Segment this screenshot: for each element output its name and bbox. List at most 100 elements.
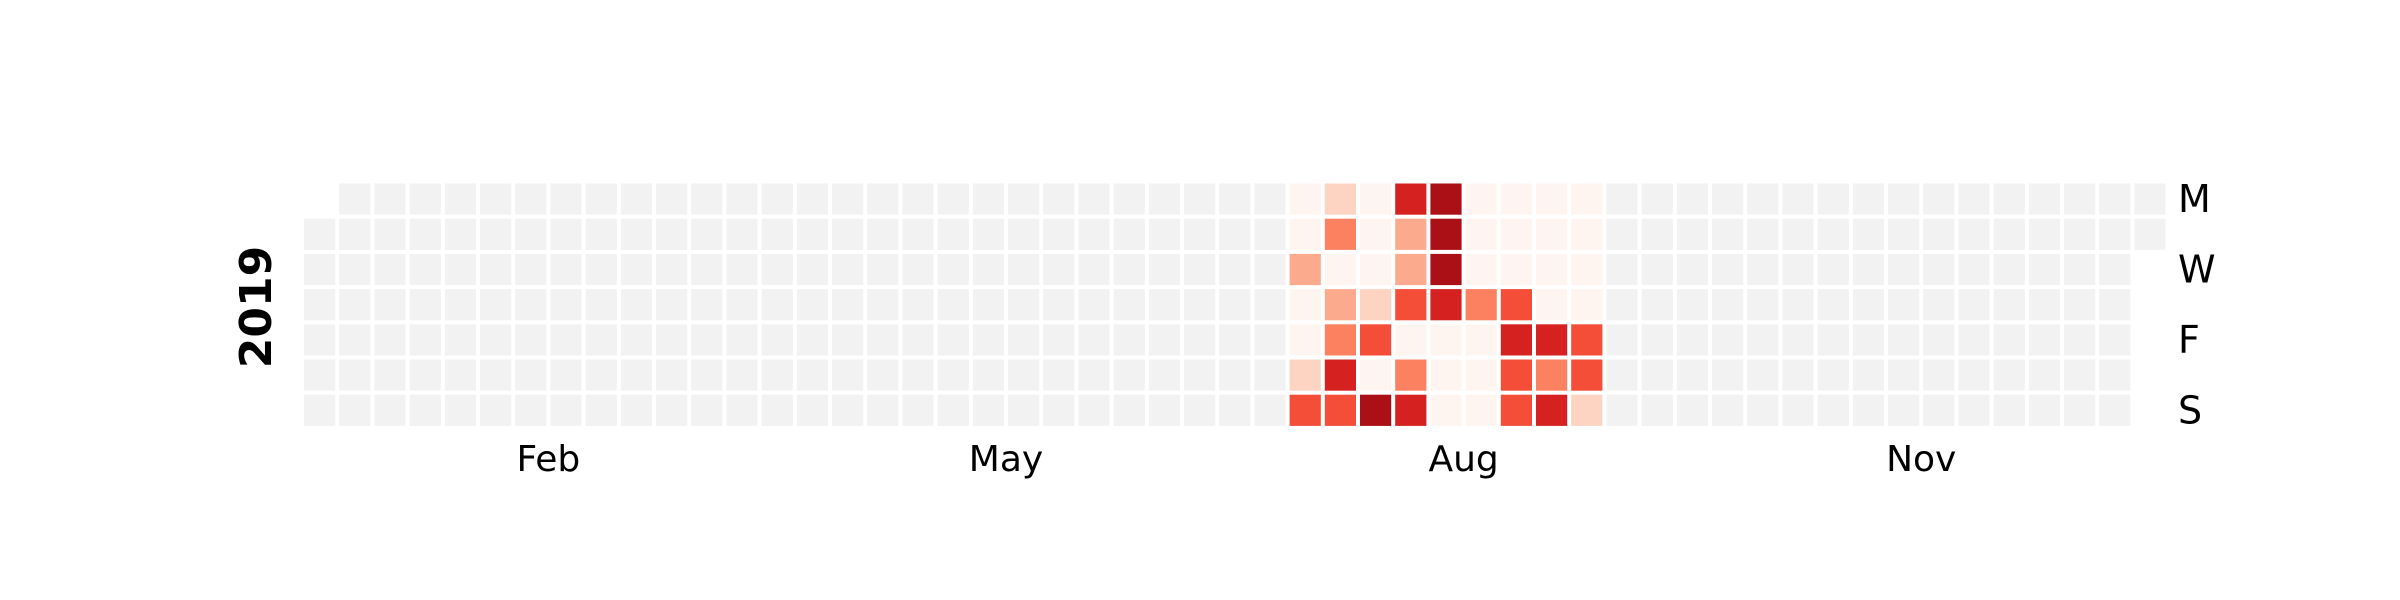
heatmap-cell bbox=[1923, 324, 1955, 356]
heatmap-cell bbox=[2028, 218, 2060, 250]
heatmap-cell bbox=[1078, 359, 1110, 391]
heatmap-cell bbox=[1747, 183, 1779, 215]
heatmap-cell bbox=[585, 218, 617, 250]
heatmap-cell bbox=[1078, 253, 1110, 286]
heatmap-cell bbox=[726, 289, 758, 321]
heatmap-cell bbox=[409, 253, 441, 286]
heatmap-cell bbox=[550, 253, 582, 286]
heatmap-cell bbox=[339, 183, 371, 215]
heatmap-cell bbox=[726, 183, 758, 215]
heatmap-cell bbox=[1923, 359, 1955, 391]
heatmap-cell bbox=[339, 218, 371, 250]
heatmap-cell bbox=[1606, 253, 1638, 286]
heatmap-cell bbox=[1430, 253, 1462, 286]
heatmap-cell bbox=[1078, 324, 1110, 356]
heatmap-cell bbox=[972, 324, 1004, 356]
heatmap-cell bbox=[304, 218, 336, 250]
heatmap-cell bbox=[867, 394, 899, 426]
heatmap-cell bbox=[550, 289, 582, 321]
heatmap-cell bbox=[937, 218, 969, 250]
heatmap-cell bbox=[374, 324, 406, 356]
heatmap-cell bbox=[1923, 218, 1955, 250]
heatmap-cell bbox=[1852, 359, 1884, 391]
heatmap-cell bbox=[937, 253, 969, 286]
heatmap-cell bbox=[1148, 324, 1180, 356]
heatmap-cell bbox=[1782, 359, 1814, 391]
heatmap-cell bbox=[1148, 183, 1180, 215]
heatmap-cell bbox=[796, 394, 828, 426]
heatmap-cell bbox=[2064, 289, 2096, 321]
heatmap-cell bbox=[1888, 394, 1920, 426]
heatmap-cell bbox=[1888, 324, 1920, 356]
heatmap-cell bbox=[1817, 324, 1849, 356]
heatmap-cell bbox=[937, 324, 969, 356]
heatmap-cell bbox=[1184, 324, 1216, 356]
heatmap-cell bbox=[1113, 359, 1145, 391]
heatmap-cell bbox=[550, 324, 582, 356]
heatmap-cell bbox=[1500, 359, 1532, 391]
weekday-label: S bbox=[2178, 388, 2202, 432]
heatmap-cell bbox=[832, 359, 864, 391]
heatmap-cell bbox=[480, 289, 512, 321]
heatmap-cell bbox=[1219, 289, 1251, 321]
weekday-label: M bbox=[2178, 177, 2211, 221]
heatmap-cell bbox=[374, 289, 406, 321]
heatmap-cell bbox=[832, 183, 864, 215]
heatmap-cell bbox=[1958, 253, 1990, 286]
heatmap-cell bbox=[304, 289, 336, 321]
month-label: Aug bbox=[1428, 439, 1498, 480]
heatmap-cell bbox=[691, 289, 723, 321]
heatmap-cell bbox=[1254, 289, 1286, 321]
heatmap-cell bbox=[726, 359, 758, 391]
heatmap-cell bbox=[480, 253, 512, 286]
heatmap-cell bbox=[761, 394, 793, 426]
heatmap-cell bbox=[761, 183, 793, 215]
heatmap-cell bbox=[1043, 289, 1075, 321]
heatmap-cell bbox=[726, 394, 758, 426]
heatmap-cell bbox=[1254, 183, 1286, 215]
heatmap-cell bbox=[1184, 359, 1216, 391]
heatmap-cell bbox=[1148, 359, 1180, 391]
heatmap-cell bbox=[1747, 289, 1779, 321]
heatmap-cell bbox=[867, 253, 899, 286]
heatmap-cell bbox=[1254, 359, 1286, 391]
heatmap-cell bbox=[1676, 359, 1708, 391]
heatmap-cell bbox=[972, 218, 1004, 250]
heatmap-cell bbox=[1078, 394, 1110, 426]
heatmap-cell bbox=[480, 324, 512, 356]
heatmap-cell bbox=[1712, 218, 1744, 250]
heatmap-cell bbox=[2134, 183, 2166, 215]
heatmap-cell bbox=[1395, 253, 1427, 286]
heatmap-cell bbox=[937, 359, 969, 391]
heatmap-cell bbox=[1536, 394, 1568, 426]
heatmap-cell bbox=[1747, 218, 1779, 250]
heatmap-cell bbox=[550, 359, 582, 391]
year-label: 2019 bbox=[231, 246, 282, 368]
heatmap-cell bbox=[761, 218, 793, 250]
heatmap-cell bbox=[1465, 324, 1497, 356]
heatmap-cell bbox=[832, 289, 864, 321]
month-label: Nov bbox=[1886, 439, 1956, 480]
heatmap-cell bbox=[374, 218, 406, 250]
heatmap-cell bbox=[902, 324, 934, 356]
heatmap-cell bbox=[832, 253, 864, 286]
heatmap-cell bbox=[1324, 218, 1356, 250]
heatmap-cell bbox=[1641, 324, 1673, 356]
heatmap-cell bbox=[1465, 183, 1497, 215]
heatmap-cell bbox=[339, 289, 371, 321]
heatmap-cell bbox=[1395, 183, 1427, 215]
heatmap-cell bbox=[444, 324, 476, 356]
heatmap-cell bbox=[2028, 324, 2060, 356]
heatmap-cell bbox=[726, 253, 758, 286]
heatmap-cell bbox=[1923, 394, 1955, 426]
heatmap-cell bbox=[937, 183, 969, 215]
heatmap-cell bbox=[1571, 253, 1603, 286]
heatmap-cell bbox=[937, 394, 969, 426]
heatmap-cell bbox=[1148, 218, 1180, 250]
heatmap-cell bbox=[620, 324, 652, 356]
heatmap-cell bbox=[1395, 394, 1427, 426]
heatmap-cell bbox=[374, 394, 406, 426]
heatmap-cell bbox=[1500, 253, 1532, 286]
month-labels: Feb May Aug Nov bbox=[517, 439, 1957, 480]
heatmap-cell bbox=[1782, 289, 1814, 321]
